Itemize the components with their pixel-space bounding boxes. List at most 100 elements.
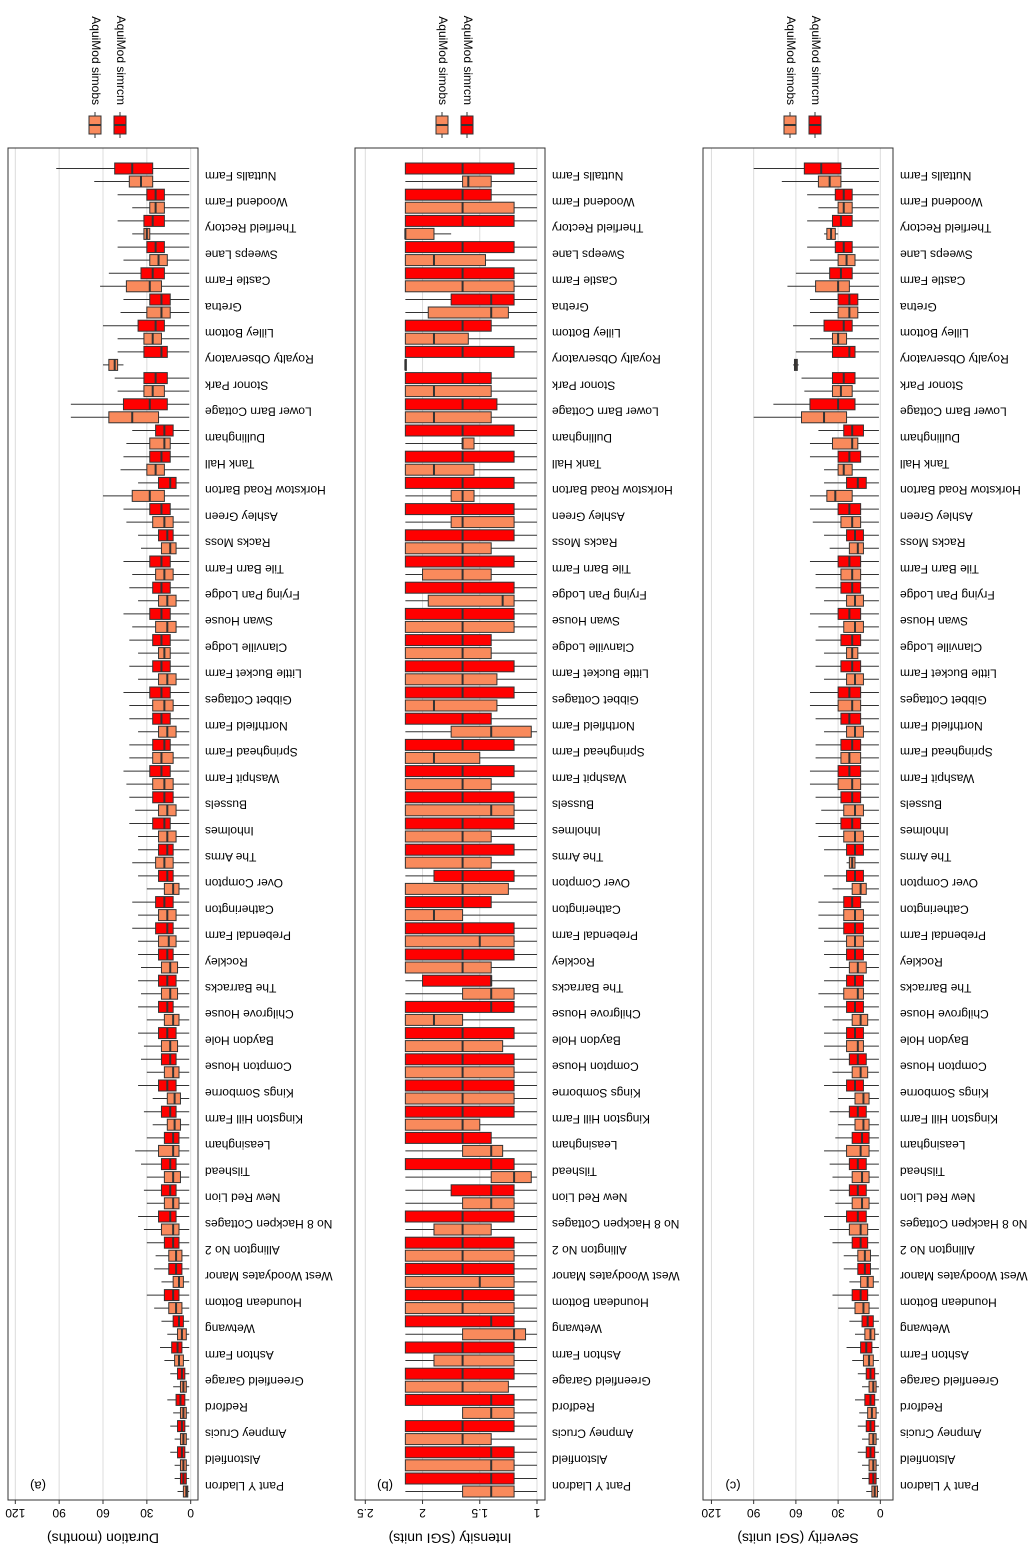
- legend: AquiMod simobs AquiMod simrcm: [88, 16, 128, 138]
- category-label: Sweeps Lane: [552, 247, 625, 261]
- category-label: The Barracks: [205, 981, 276, 995]
- category-label: Ampney Crucis: [900, 1426, 981, 1440]
- legend: AquiMod simobs AquiMod simrcm: [783, 16, 823, 138]
- box: [427, 306, 509, 319]
- category-label: Ampney Crucis: [205, 1426, 286, 1440]
- box: [404, 319, 492, 332]
- category-label: Ashley Green: [205, 509, 278, 523]
- box: [404, 1118, 481, 1131]
- category-label: Ashton Farm: [900, 1348, 969, 1362]
- box: [160, 1105, 177, 1118]
- category-label: Compton House: [552, 1060, 639, 1074]
- box: [450, 293, 515, 306]
- box: [163, 882, 180, 895]
- category-label: Gretna: [552, 300, 589, 314]
- box: [851, 1171, 870, 1184]
- box: [404, 1131, 492, 1144]
- category-label: Gretna: [900, 300, 937, 314]
- category-label: Gretna: [205, 300, 242, 314]
- box: [840, 712, 862, 725]
- category-label: Stonor Park: [204, 378, 268, 392]
- category-label: West Woodyates Manor: [205, 1269, 333, 1283]
- y-tick-label: 2.5: [357, 1506, 374, 1520]
- box: [152, 751, 174, 764]
- legend-label: AquiMod simrcm: [809, 16, 823, 105]
- box: [155, 922, 174, 935]
- category-label: Springhead Farm: [900, 745, 993, 759]
- y-tick-label: 30: [140, 1506, 154, 1520]
- box: [158, 935, 177, 948]
- category-label: Frying Pan Lodge: [205, 588, 300, 602]
- box: [158, 476, 177, 489]
- category-label: New Red Lion: [552, 1191, 627, 1205]
- box: [404, 607, 515, 620]
- category-label: Lower Barn Cottage: [900, 405, 1007, 419]
- category-label: Leasingham: [205, 1138, 270, 1152]
- category-label: Washpit Farm: [900, 771, 974, 785]
- category-label: Northfield Farm: [205, 719, 288, 733]
- box: [404, 1341, 515, 1354]
- category-label: Rockley: [205, 955, 248, 969]
- box: [122, 398, 168, 411]
- category-label: Chilgrove House: [552, 1007, 641, 1021]
- plot-frame: [702, 147, 894, 1501]
- category-label: Gibbet Cottages: [552, 693, 639, 707]
- category-label: Washpit Farm: [552, 771, 626, 785]
- category-label: Wetwang: [900, 1322, 950, 1336]
- box: [837, 293, 859, 306]
- box: [433, 869, 515, 882]
- category-label: Clanville Lodge: [900, 640, 982, 654]
- category-label: Swan House: [205, 614, 273, 628]
- y-tick-label: 60: [789, 1506, 803, 1520]
- category-label: Nuttalls Farm: [900, 169, 971, 183]
- category-label: Lilley Bottom: [205, 326, 274, 340]
- category-label: Royalty Observatory: [900, 352, 1009, 366]
- category-label: Ashley Green: [552, 509, 625, 523]
- box: [404, 280, 515, 293]
- box: [490, 1171, 532, 1184]
- box: [404, 1236, 515, 1249]
- box: [422, 974, 492, 987]
- box: [404, 882, 509, 895]
- box: [404, 791, 515, 804]
- box: [404, 214, 515, 227]
- box: [404, 620, 515, 633]
- box: [149, 450, 171, 463]
- box: [843, 922, 864, 935]
- category-label: The Arms: [900, 850, 951, 864]
- category-label: Alstonfield: [552, 1453, 607, 1467]
- box: [152, 516, 174, 529]
- box: [843, 987, 864, 1000]
- category-label: Racks Moss: [552, 536, 617, 550]
- category-label: Tank Hall: [900, 457, 949, 471]
- box: [404, 634, 492, 647]
- box: [404, 1459, 515, 1472]
- box: [404, 1446, 515, 1459]
- box: [160, 542, 177, 555]
- category-label: Ampney Crucis: [552, 1426, 633, 1440]
- category-label: The Arms: [205, 850, 256, 864]
- category-label: Alstonfield: [205, 1453, 260, 1467]
- category-label: Bussels: [205, 798, 247, 812]
- box: [837, 306, 859, 319]
- box: [404, 699, 498, 712]
- category-label: Horkstow Road Barton: [900, 483, 1021, 497]
- y-tick-label: 2: [419, 1506, 426, 1520]
- y-tick-label: 1: [533, 1506, 540, 1520]
- category-label: Woodend Farm: [205, 195, 287, 209]
- category-label: Houndean Bottom: [552, 1295, 649, 1309]
- box: [840, 738, 862, 751]
- category-label: Bussels: [900, 798, 942, 812]
- category-label: Redford: [552, 1400, 595, 1414]
- category-label: Compton House: [900, 1060, 987, 1074]
- category-label: Bussels: [552, 798, 594, 812]
- panel-label: (b): [377, 1479, 393, 1494]
- box: [831, 214, 853, 227]
- box: [846, 1144, 870, 1157]
- box: [837, 699, 862, 712]
- box: [840, 751, 862, 764]
- box: [404, 1105, 515, 1118]
- category-label: Ashley Green: [900, 509, 973, 523]
- box: [404, 463, 475, 476]
